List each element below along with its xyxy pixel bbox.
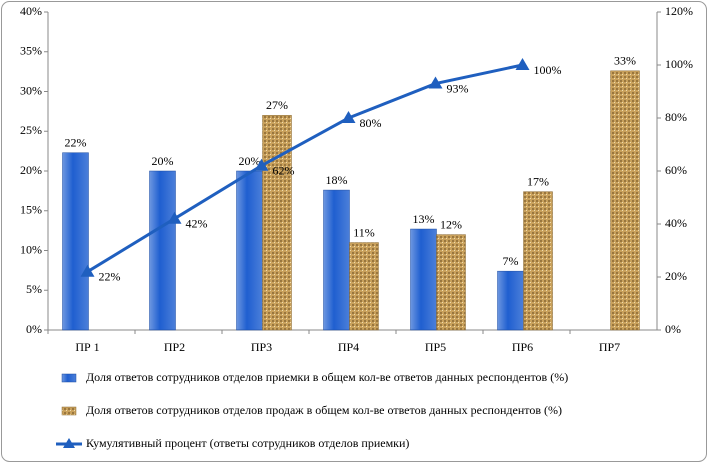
x-tick-label: ПР4 <box>338 340 359 354</box>
data-label: 20% <box>239 154 261 168</box>
y2-tick-label: 100% <box>665 57 693 71</box>
data-label: 18% <box>326 173 348 187</box>
y-tick-label: 10% <box>20 242 42 256</box>
legend-swatch <box>61 406 77 416</box>
data-label: 93% <box>447 81 469 95</box>
x-tick-label: ПР5 <box>425 340 446 354</box>
data-label: 11% <box>353 225 375 239</box>
bar <box>323 189 350 331</box>
data-label: 17% <box>527 174 549 188</box>
x-tick-label: ПР 1 <box>75 340 99 354</box>
bar <box>410 228 437 331</box>
y-tick-label: 15% <box>20 203 42 217</box>
data-label: 7% <box>503 254 519 268</box>
marker <box>428 76 443 89</box>
legend-label: Доля ответов сотрудников отделов приемки… <box>86 370 568 384</box>
marker <box>341 111 356 123</box>
y-tick-label: 30% <box>20 83 42 97</box>
bar <box>236 170 263 331</box>
y-tick-label: 25% <box>20 123 42 137</box>
legend-swatch <box>61 373 77 383</box>
x-tick-label: ПР3 <box>251 340 272 354</box>
data-label: 62% <box>273 163 295 177</box>
legend-label: Кумулятивный процент (ответы сотрудников… <box>86 436 409 450</box>
bar <box>349 242 379 331</box>
data-label: 27% <box>266 98 288 112</box>
legend-label: Доля ответов сотрудников отделов продаж … <box>86 403 562 417</box>
marker <box>167 211 182 224</box>
bar <box>149 170 176 331</box>
data-label: 42% <box>186 216 208 230</box>
y2-tick-label: 20% <box>665 269 687 283</box>
y2-tick-label: 0% <box>665 322 681 336</box>
data-label: 80% <box>360 116 382 130</box>
x-tick-label: ПР2 <box>164 340 185 354</box>
bar <box>62 152 89 331</box>
data-label: 33% <box>614 54 636 68</box>
data-label: 22% <box>65 135 87 149</box>
y-tick-label: 5% <box>26 282 42 296</box>
bar <box>436 234 466 331</box>
data-label: 13% <box>413 212 435 226</box>
data-label: 12% <box>440 217 462 231</box>
bar <box>262 115 292 331</box>
bar <box>610 70 640 331</box>
data-label: 20% <box>152 154 174 168</box>
bar <box>523 191 553 331</box>
y-tick-label: 0% <box>26 322 42 336</box>
x-tick-label: ПР6 <box>512 340 533 354</box>
y2-tick-label: 60% <box>665 163 687 177</box>
marker <box>80 264 95 277</box>
chart-frame <box>1 1 707 462</box>
y-tick-label: 40% <box>20 4 42 18</box>
y2-tick-label: 40% <box>665 216 687 230</box>
marker <box>254 158 269 171</box>
y2-tick-label: 120% <box>665 4 693 18</box>
data-label: 22% <box>99 269 121 283</box>
bar <box>497 270 524 331</box>
y-tick-label: 35% <box>20 44 42 58</box>
y-tick-label: 20% <box>20 163 42 177</box>
y2-tick-label: 80% <box>665 110 687 124</box>
data-label: 100% <box>534 63 562 77</box>
line <box>86 63 523 273</box>
x-tick-label: ПР7 <box>599 340 620 354</box>
legend-marker <box>63 438 75 448</box>
marker <box>515 58 530 70</box>
